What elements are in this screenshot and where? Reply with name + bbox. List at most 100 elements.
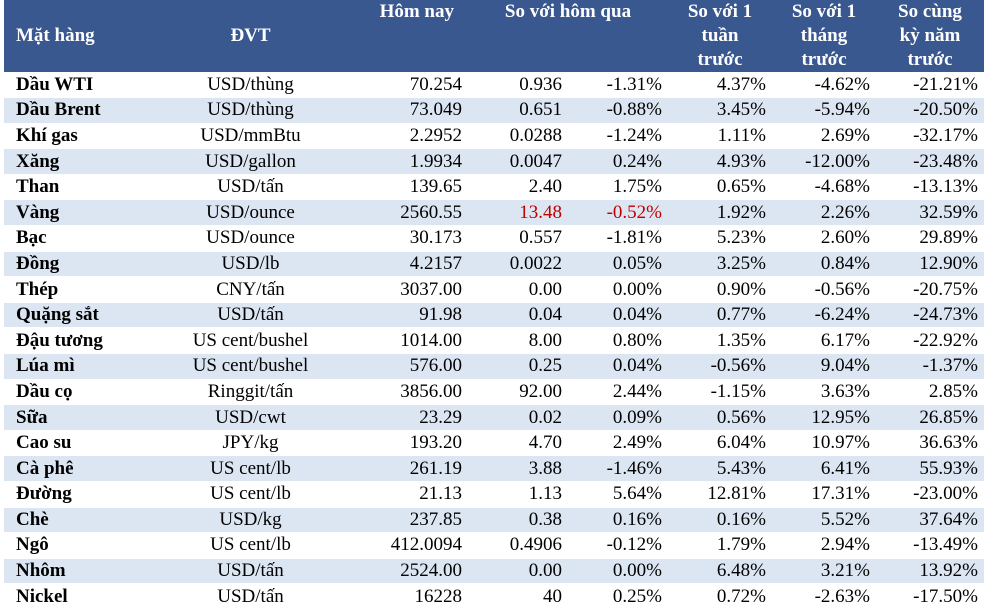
table-row: Dầu WTI USD/thùng 70.254 0.936 -1.31% 4.37% -4… <box>4 72 984 99</box>
change-year: -23.00% <box>876 481 984 508</box>
commodity-name: Vàng <box>4 199 174 227</box>
change-year: -20.50% <box>876 97 984 124</box>
header-month-line1: So với 1 <box>791 1 857 22</box>
change-year: -20.75% <box>876 276 984 303</box>
header-vs-month: So với 1 tháng trước <box>772 0 876 72</box>
unit-cell: US cent/lb <box>174 455 327 482</box>
unit-cell: CNY/tấn <box>174 276 327 303</box>
change-year: -1.37% <box>876 353 984 380</box>
unit-cell: USD/gallon <box>174 148 327 175</box>
table-row: Khí gas USD/mmBtu 2.2952 0.0288 -1.24% 1.11% 2… <box>4 123 984 150</box>
table-row: Đậu tương US cent/bushel 1014.00 8.00 0.80% 1… <box>4 327 984 355</box>
change-month: 17.31% <box>772 481 876 508</box>
price-today: 576.00 <box>327 353 468 380</box>
change-week: 1.79% <box>668 532 772 559</box>
price-today: 16228 <box>327 583 468 610</box>
change-month: 6.41% <box>772 455 876 482</box>
change-value: 0.00 <box>468 558 568 585</box>
change-percent: -0.12% <box>568 532 668 559</box>
change-value: 2.40 <box>468 174 568 201</box>
change-week: 0.56% <box>668 404 772 431</box>
change-percent: 0.04% <box>568 302 668 329</box>
change-month: 12.95% <box>772 404 876 431</box>
change-year: 2.85% <box>876 379 984 406</box>
change-percent: 0.09% <box>568 404 668 431</box>
unit-cell: USD/cwt <box>174 404 327 431</box>
price-today: 30.173 <box>327 225 468 252</box>
change-month: -4.68% <box>772 174 876 201</box>
change-month: 5.52% <box>772 507 876 534</box>
commodity-name: Dầu Brent <box>4 97 174 124</box>
unit-cell: US cent/bushel <box>174 327 327 355</box>
unit-cell: USD/mmBtu <box>174 123 327 150</box>
commodity-name: Đồng <box>4 251 174 278</box>
table-row: Cà phê US cent/lb 261.19 3.88 -1.46% 5.43% 6.4… <box>4 455 984 482</box>
header-commodity: Mặt hàng <box>4 0 174 72</box>
change-percent: 2.44% <box>568 379 668 406</box>
change-value: 13.48 <box>468 199 568 227</box>
change-year: 29.89% <box>876 225 984 252</box>
unit-cell: USD/thùng <box>174 72 327 99</box>
header-year-line2: kỳ năm <box>899 25 961 46</box>
commodity-name: Đường <box>4 481 174 508</box>
commodity-name: Quặng sắt <box>4 302 174 329</box>
change-percent: 0.04% <box>568 353 668 380</box>
change-percent: 5.64% <box>568 481 668 508</box>
commodity-name: Chè <box>4 507 174 534</box>
unit-cell: USD/tấn <box>174 583 327 610</box>
table-row: Sữa USD/cwt 23.29 0.02 0.09% 0.56% 12.95% 26.85… <box>4 404 984 431</box>
change-percent: -1.24% <box>568 123 668 150</box>
change-percent: -0.52% <box>568 199 668 227</box>
change-value: 92.00 <box>468 379 568 406</box>
change-week: 6.04% <box>668 430 772 457</box>
unit-cell: US cent/bushel <box>174 353 327 380</box>
change-week: 5.43% <box>668 455 772 482</box>
unit-cell: US cent/lb <box>174 481 327 508</box>
price-today: 91.98 <box>327 302 468 329</box>
change-value: 1.13 <box>468 481 568 508</box>
price-today: 2560.55 <box>327 199 468 227</box>
table-header-row: Mặt hàng ĐVT Hôm nay So với hôm qua So v… <box>4 0 984 72</box>
change-month: -5.94% <box>772 97 876 124</box>
change-year: -21.21% <box>876 72 984 99</box>
change-value: 0.0047 <box>468 148 568 175</box>
change-week: 0.90% <box>668 276 772 303</box>
table-row: Quặng sắt USD/tấn 91.98 0.04 0.04% 0.77% -6.24… <box>4 302 984 329</box>
price-today: 4.2157 <box>327 251 468 278</box>
change-year: -13.13% <box>876 174 984 201</box>
change-month: -0.56% <box>772 276 876 303</box>
change-month: 10.97% <box>772 430 876 457</box>
change-year: 12.90% <box>876 251 984 278</box>
change-percent: -0.88% <box>568 97 668 124</box>
price-today: 3856.00 <box>327 379 468 406</box>
change-year: 32.59% <box>876 199 984 227</box>
change-percent: -1.81% <box>568 225 668 252</box>
change-value: 0.00 <box>468 276 568 303</box>
unit-cell: USD/ounce <box>174 199 327 227</box>
change-year: 36.63% <box>876 430 984 457</box>
change-percent: 0.24% <box>568 148 668 175</box>
change-month: -4.62% <box>772 72 876 99</box>
price-today: 2524.00 <box>327 558 468 585</box>
change-week: 0.72% <box>668 583 772 610</box>
change-week: 12.81% <box>668 481 772 508</box>
change-percent: 0.00% <box>568 558 668 585</box>
change-value: 0.0022 <box>468 251 568 278</box>
commodity-name: Nickel <box>4 583 174 610</box>
price-today: 21.13 <box>327 481 468 508</box>
unit-cell: Ringgit/tấn <box>174 379 327 406</box>
header-vs-week: So với 1 tuần trước <box>668 0 772 72</box>
change-year: -17.50% <box>876 583 984 610</box>
change-percent: 0.05% <box>568 251 668 278</box>
change-percent: -1.31% <box>568 72 668 99</box>
change-month: 2.60% <box>772 225 876 252</box>
change-year: -23.48% <box>876 148 984 175</box>
change-value: 3.88 <box>468 455 568 482</box>
price-today: 237.85 <box>327 507 468 534</box>
commodity-name: Dầu WTI <box>4 72 174 99</box>
change-year: 37.64% <box>876 507 984 534</box>
change-week: 3.25% <box>668 251 772 278</box>
change-week: -1.15% <box>668 379 772 406</box>
change-value: 8.00 <box>468 327 568 355</box>
change-week: 0.77% <box>668 302 772 329</box>
